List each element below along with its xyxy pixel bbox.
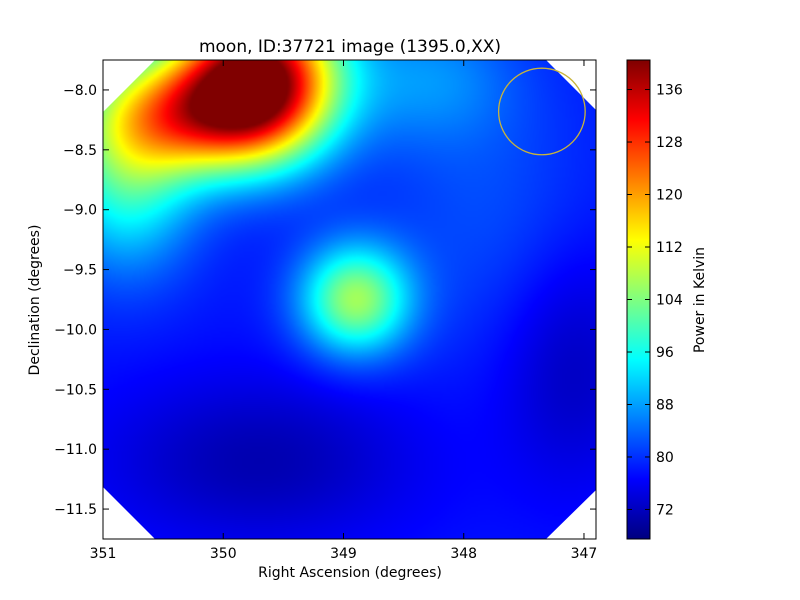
colorbar-tick-label: 72	[656, 502, 674, 518]
x-tick-label: 351	[90, 546, 117, 562]
y-tick-label: −8.0	[63, 83, 97, 99]
plot-area	[103, 60, 596, 539]
colorbar-ticks: 72 80 88 96 104 112 120 128 136	[627, 83, 683, 518]
colorbar-tick-label: 128	[656, 135, 683, 151]
y-tick-label: −9.5	[63, 263, 97, 279]
y-axis: −8.0 −8.5 −9.0 −9.5 −10.0 −10.5 −11.0 −11.5	[54, 83, 596, 518]
colorbar-tick-label: 104	[656, 293, 683, 309]
colorbar-tick-label: 136	[656, 83, 683, 99]
y-tick-label: −11.0	[54, 442, 97, 458]
x-axis-label: Right Ascension (degrees)	[258, 565, 442, 581]
y-tick-label: −10.5	[54, 382, 97, 398]
y-tick-label: −8.5	[63, 143, 97, 159]
x-tick-label: 347	[571, 546, 598, 562]
y-tick-label: −10.0	[54, 322, 97, 338]
colorbar-tick-label: 96	[656, 345, 674, 361]
x-axis: 351 350 349 348 347	[90, 60, 598, 562]
colorbar-label: Power in Kelvin	[692, 247, 708, 353]
x-tick-label: 350	[210, 546, 237, 562]
y-tick-label: −11.5	[54, 502, 97, 518]
heatmap-image	[103, 60, 596, 539]
colorbar-tick-label: 120	[656, 188, 683, 204]
plot-frame	[102, 59, 597, 540]
x-tick-label: 349	[330, 546, 357, 562]
y-tick-label: −9.0	[63, 203, 97, 219]
chart-title: moon, ID:37721 image (1395.0,XX)	[199, 37, 501, 57]
colorbar: 72 80 88 96 104 112 120 128 136 Power in Kelvin	[626, 59, 708, 540]
beam-marker-circle	[497, 67, 586, 156]
colorbar-tick-label: 88	[656, 397, 674, 413]
x-tick-label: 348	[450, 546, 477, 562]
y-axis-label: Declination (degrees)	[27, 225, 43, 376]
colorbar-tick-label: 112	[656, 240, 683, 256]
colorbar-tick-label: 80	[656, 450, 674, 466]
